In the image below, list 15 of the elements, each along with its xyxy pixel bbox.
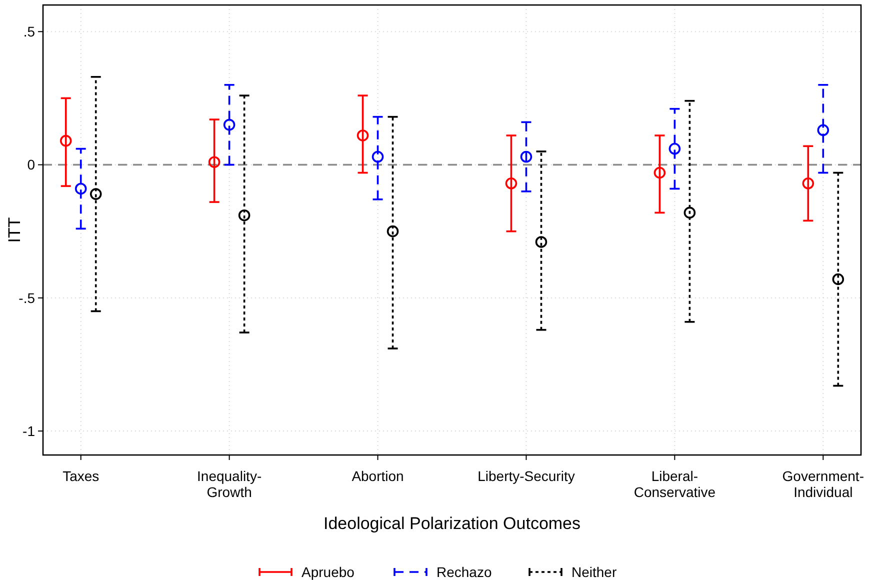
y-tick-label: 0 bbox=[27, 156, 36, 173]
x-tick-label: Inequality- Growth bbox=[197, 468, 262, 500]
legend-label: Neither bbox=[572, 564, 617, 580]
legend-label: Apruebo bbox=[302, 564, 355, 580]
legend-label: Rechazo bbox=[436, 564, 492, 580]
x-tick-label: Liberty-Security bbox=[478, 468, 575, 484]
x-tick-label: Liberal- Conservative bbox=[634, 468, 716, 500]
y-tick-label: .5 bbox=[23, 24, 36, 40]
y-tick-label: -1 bbox=[22, 422, 36, 439]
x-tick-label: Abortion bbox=[352, 468, 404, 484]
y-tick-label: -.5 bbox=[18, 290, 36, 306]
x-tick-label: Government- Individual bbox=[782, 468, 864, 500]
y-axis-title: ITT bbox=[5, 217, 24, 243]
x-tick-label: Taxes bbox=[62, 468, 100, 484]
x-axis-title: Ideological Polarization Outcomes bbox=[323, 514, 581, 533]
